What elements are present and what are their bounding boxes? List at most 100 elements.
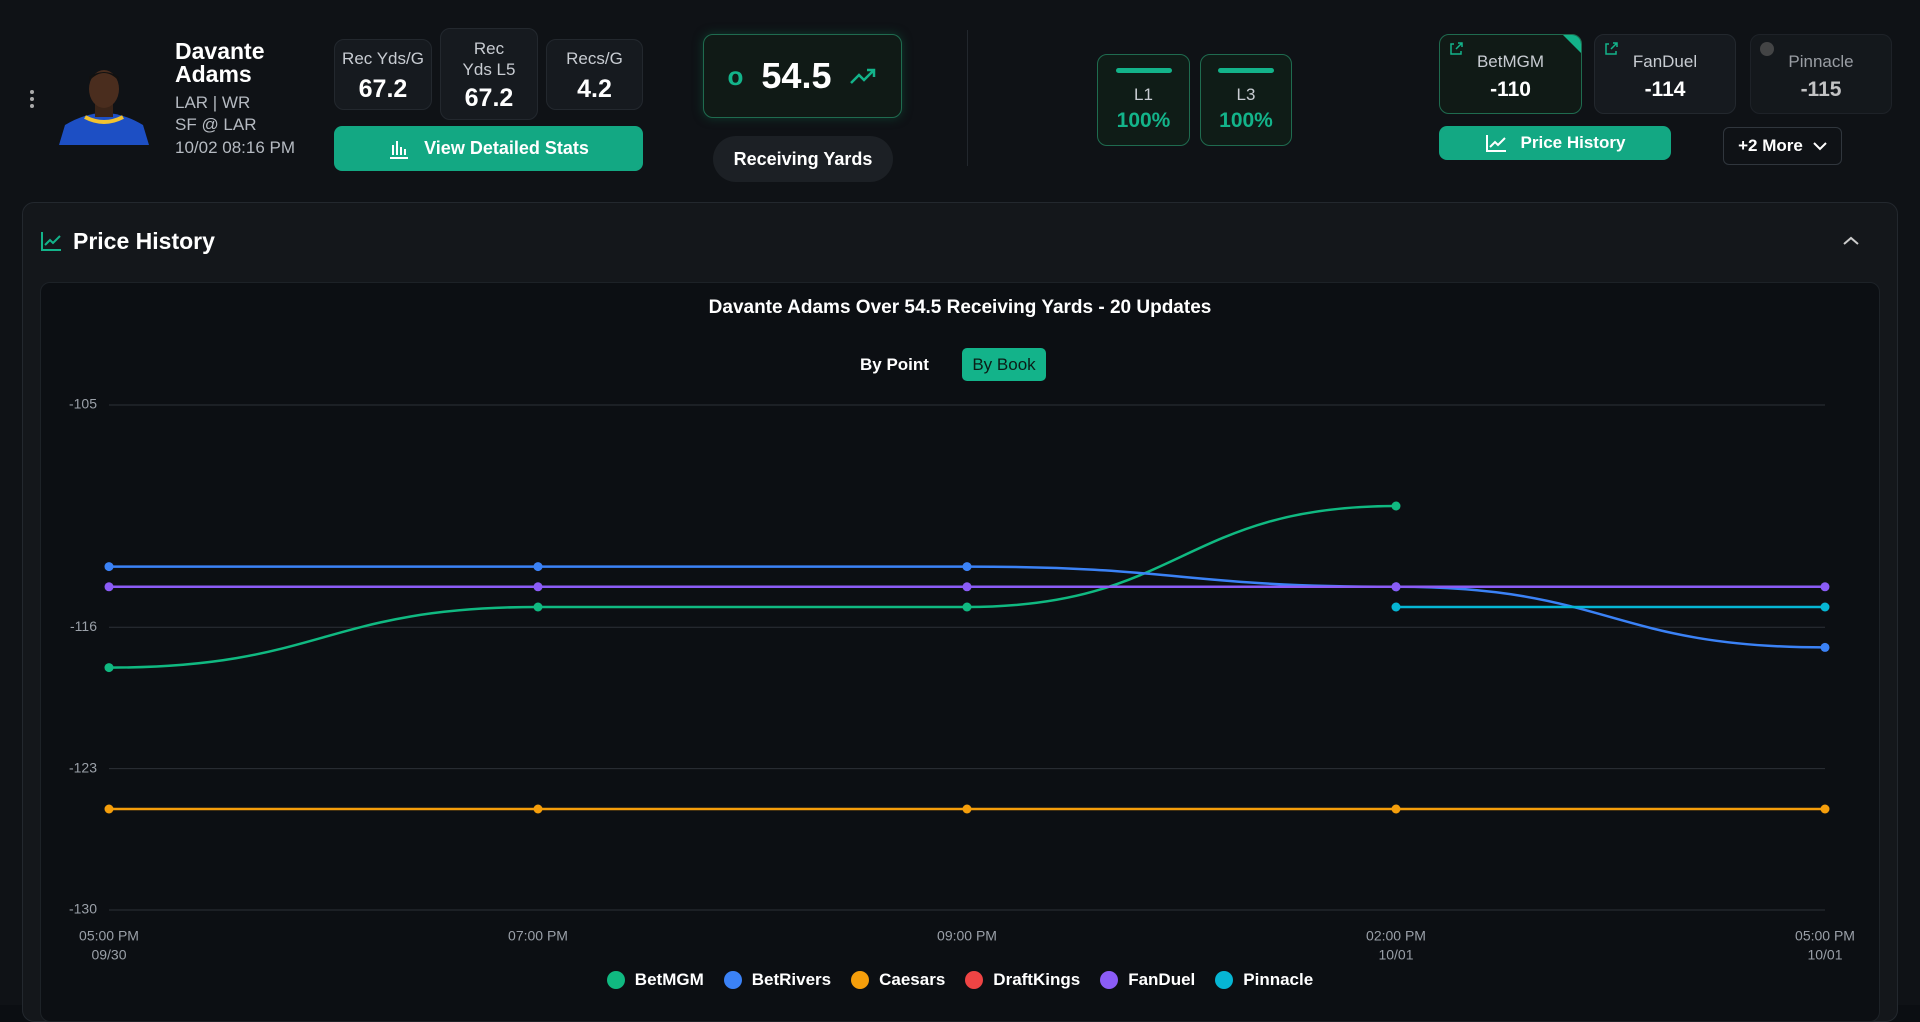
- data-point: [1391, 582, 1401, 592]
- toggle-option-active[interactable]: By Book: [962, 348, 1046, 381]
- legend-label: FanDuel: [1128, 970, 1196, 989]
- data-point: [1820, 804, 1830, 814]
- chart-icon: [1485, 135, 1506, 152]
- legend-label: Pinnacle: [1243, 970, 1314, 989]
- legend-item[interactable]: BetMGM: [606, 970, 704, 990]
- player-name: Davante Adams: [175, 38, 265, 87]
- stat-value: 4.2: [577, 75, 612, 103]
- section-title: Price History: [73, 228, 215, 254]
- legend-swatch: [1215, 971, 1234, 989]
- divider: [967, 30, 968, 166]
- legend-label: Caesars: [879, 970, 946, 989]
- button-label: +2 More: [1738, 136, 1803, 155]
- legend-item[interactable]: FanDuel: [1100, 970, 1195, 990]
- book-card[interactable]: Pinnacle -115: [1750, 34, 1892, 114]
- hit-rate: L1 100%: [1097, 54, 1190, 146]
- book-card[interactable]: BetMGM -110: [1439, 34, 1582, 114]
- player-team: LAR | WR: [175, 93, 251, 112]
- collapse-chevron[interactable]: [1843, 236, 1859, 246]
- menu-icon[interactable]: [24, 88, 40, 112]
- x-tick-label: 05:00 PM: [79, 928, 139, 944]
- data-point: [962, 602, 972, 612]
- series-line: [108, 504, 1397, 669]
- data-point: [104, 562, 114, 572]
- legend-label: BetMGM: [634, 970, 704, 989]
- data-point: [533, 804, 543, 814]
- data-point: [533, 602, 543, 612]
- data-point: [1820, 602, 1830, 612]
- button-label: Price History: [1520, 133, 1626, 152]
- data-point: [104, 582, 114, 592]
- stat-card: Rec Yds/G 67.2: [334, 39, 432, 110]
- legend-swatch: [723, 971, 742, 989]
- book-card[interactable]: FanDuel -114: [1594, 34, 1736, 114]
- stat-label: Rec Yds/G: [342, 49, 424, 68]
- line-card: o 54.5: [703, 34, 902, 118]
- x-tick-label: 09:00 PM: [937, 928, 997, 944]
- data-point: [962, 582, 972, 592]
- chevron-down: [1813, 142, 1827, 151]
- legend-swatch: [606, 971, 625, 989]
- y-tick-label: -130: [69, 901, 97, 917]
- y-tick-label: -116: [70, 618, 97, 634]
- data-point: [1820, 582, 1830, 592]
- book-name: BetMGM: [1476, 52, 1545, 71]
- chart-icon: [41, 232, 61, 251]
- data-point: [533, 562, 543, 572]
- stat-value: 67.2: [358, 75, 408, 103]
- hit-rate: L3 100%: [1200, 54, 1292, 146]
- corner-flag: [1563, 35, 1581, 53]
- book-price: -114: [1644, 78, 1686, 101]
- legend-item[interactable]: Pinnacle: [1215, 970, 1313, 990]
- y-tick-label: -123: [69, 759, 97, 775]
- status-dot: [1760, 42, 1774, 56]
- legend-swatch: [965, 971, 984, 989]
- x-tick-label: 07:00 PM: [508, 928, 568, 944]
- view-stats-button[interactable]: View Detailed Stats: [334, 126, 643, 171]
- link-icon: [1605, 42, 1618, 55]
- book-name: FanDuel: [1632, 52, 1698, 71]
- line-side: o: [727, 60, 744, 91]
- market-pill: Receiving Yards: [713, 136, 893, 182]
- book-price: -115: [1800, 78, 1842, 101]
- legend: BetMGM BetRivers Caesars DraftKings FanDuel P…: [0, 970, 1920, 990]
- hit-label: L1: [1134, 85, 1153, 104]
- hit-label: L3: [1236, 85, 1256, 104]
- legend-label: DraftKings: [993, 970, 1081, 989]
- more-button[interactable]: +2 More: [1723, 127, 1842, 165]
- data-point: [104, 804, 114, 814]
- legend-swatch: [851, 971, 870, 989]
- book-name: Pinnacle: [1788, 52, 1854, 71]
- stat-label: Rec Yds L5: [462, 39, 516, 79]
- bar-icon: [390, 140, 409, 159]
- data-point: [962, 562, 972, 572]
- y-tick-label: -105: [69, 396, 97, 412]
- legend-item[interactable]: BetRivers: [723, 970, 831, 990]
- x-tick-label: 02:00 PM: [1366, 928, 1426, 944]
- hit-bar: [1218, 68, 1274, 73]
- legend-item[interactable]: Caesars: [851, 970, 945, 990]
- hit-value: 100%: [1116, 109, 1171, 132]
- legend-item[interactable]: DraftKings: [965, 970, 1080, 990]
- data-point: [1391, 501, 1401, 511]
- toggle-option[interactable]: By Point: [860, 355, 929, 374]
- player-time: 10/02 08:16 PM: [175, 138, 296, 157]
- data-point: [1391, 804, 1401, 814]
- stat-card: Recs/G 4.2: [546, 39, 643, 110]
- player-matchup: SF @ LAR: [175, 115, 257, 134]
- stat-label: Recs/G: [566, 49, 623, 68]
- book-price: -110: [1490, 78, 1531, 101]
- line-value: 54.5: [761, 55, 832, 96]
- data-point: [1391, 602, 1401, 612]
- trend-icon: [850, 68, 876, 84]
- hit-value: 100%: [1219, 109, 1273, 132]
- stat-value: 67.2: [464, 84, 514, 112]
- x-tick-label: 09/30: [91, 947, 126, 963]
- data-point: [1820, 642, 1830, 652]
- x-tick-label: 10/01: [1378, 947, 1413, 963]
- player-avatar: [59, 70, 149, 145]
- price-history-button[interactable]: Price History: [1439, 126, 1671, 160]
